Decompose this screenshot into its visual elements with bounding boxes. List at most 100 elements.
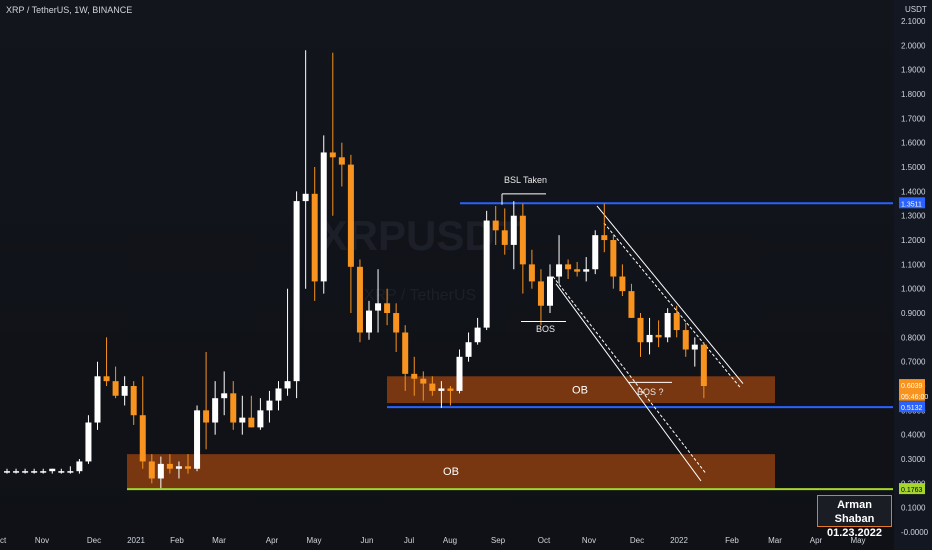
candle[interactable] bbox=[221, 371, 228, 416]
candle[interactable] bbox=[483, 210, 490, 331]
candle[interactable] bbox=[492, 205, 499, 245]
candle[interactable] bbox=[175, 461, 182, 479]
candle[interactable] bbox=[420, 371, 427, 401]
annotation-bsl-taken: BSL Taken bbox=[504, 175, 547, 185]
candle[interactable] bbox=[411, 356, 418, 396]
candle[interactable] bbox=[347, 154, 354, 314]
candle[interactable] bbox=[338, 142, 345, 187]
candle[interactable] bbox=[375, 269, 382, 333]
candle[interactable] bbox=[13, 468, 20, 474]
candle-body bbox=[67, 471, 74, 473]
candle[interactable] bbox=[266, 390, 273, 423]
candle[interactable] bbox=[157, 456, 164, 489]
candle[interactable] bbox=[31, 468, 38, 474]
candle[interactable] bbox=[293, 191, 300, 399]
candle[interactable] bbox=[194, 405, 201, 472]
candle-body bbox=[275, 388, 282, 401]
candle[interactable] bbox=[366, 300, 372, 340]
candle[interactable] bbox=[58, 468, 65, 474]
candle[interactable] bbox=[257, 398, 264, 430]
candle[interactable] bbox=[691, 337, 698, 367]
candle-body bbox=[583, 269, 590, 272]
x-tick-label: May bbox=[306, 536, 321, 545]
y-tick-label: 1.3000 bbox=[901, 212, 926, 221]
candle[interactable] bbox=[393, 303, 400, 352]
candle[interactable] bbox=[456, 349, 463, 394]
signature-date: 01.23.2022 bbox=[826, 527, 883, 539]
candle[interactable] bbox=[311, 167, 318, 301]
candle[interactable] bbox=[429, 376, 436, 396]
candle-body bbox=[402, 332, 409, 374]
candle[interactable] bbox=[402, 325, 409, 391]
price-tag bbox=[899, 389, 925, 401]
candle-body bbox=[384, 303, 391, 314]
candle[interactable] bbox=[139, 376, 146, 469]
candle[interactable] bbox=[49, 468, 56, 474]
y-tick-label: 0.7000 bbox=[901, 358, 926, 367]
candle[interactable] bbox=[356, 259, 363, 343]
candle[interactable] bbox=[537, 269, 544, 326]
y-tick-label: 1.4000 bbox=[901, 187, 926, 196]
candle[interactable] bbox=[94, 361, 101, 430]
candle[interactable] bbox=[203, 351, 210, 450]
candle[interactable] bbox=[601, 203, 608, 253]
candle-body bbox=[103, 376, 110, 382]
candle[interactable] bbox=[22, 468, 29, 474]
candle[interactable] bbox=[212, 381, 219, 435]
candle[interactable] bbox=[465, 332, 472, 362]
candle[interactable] bbox=[320, 135, 327, 294]
candle[interactable] bbox=[619, 264, 626, 296]
candle[interactable] bbox=[302, 50, 309, 289]
candle[interactable] bbox=[556, 235, 563, 284]
candle[interactable] bbox=[248, 395, 255, 428]
candle[interactable] bbox=[528, 249, 535, 289]
candle[interactable] bbox=[565, 259, 572, 279]
candle[interactable] bbox=[67, 466, 74, 474]
candle[interactable] bbox=[284, 288, 291, 396]
candle[interactable] bbox=[583, 257, 590, 282]
candle[interactable] bbox=[474, 317, 481, 345]
candle[interactable] bbox=[329, 52, 336, 216]
candle[interactable] bbox=[682, 322, 689, 357]
price-tag-label: 0.5132 bbox=[901, 405, 923, 412]
x-tick-label: Jul bbox=[404, 536, 414, 545]
candle[interactable] bbox=[112, 366, 119, 399]
candle[interactable] bbox=[148, 454, 155, 484]
candle[interactable] bbox=[510, 201, 517, 270]
candle[interactable] bbox=[628, 283, 635, 318]
price-tag-label: 05:46:00 bbox=[901, 394, 928, 401]
y-axis[interactable]: USDT 2.1000 2.0000 1.9000 1.8000 1.7000 1.6000… bbox=[894, 0, 932, 550]
candle[interactable] bbox=[76, 459, 83, 474]
candle[interactable] bbox=[664, 308, 671, 343]
candle[interactable] bbox=[85, 415, 92, 464]
candle[interactable] bbox=[447, 386, 454, 406]
y-tick-label: 1.9000 bbox=[901, 66, 926, 75]
candle[interactable] bbox=[610, 235, 617, 289]
candle[interactable] bbox=[4, 468, 10, 474]
candle[interactable] bbox=[519, 203, 526, 294]
candle[interactable] bbox=[230, 381, 237, 430]
candle[interactable] bbox=[103, 337, 110, 387]
candle[interactable] bbox=[655, 320, 662, 348]
x-tick-label: 2021 bbox=[127, 536, 145, 545]
candle[interactable] bbox=[166, 454, 173, 474]
candle[interactable] bbox=[592, 230, 599, 275]
x-axis[interactable]: Oct Nov Dec 2021 Feb Mar Apr May Jun Jul Aug Sep Oct… bbox=[0, 536, 866, 545]
candle[interactable] bbox=[185, 454, 191, 474]
candle[interactable] bbox=[130, 381, 137, 425]
y-axis-background bbox=[894, 0, 932, 550]
candle[interactable] bbox=[384, 288, 391, 326]
candle[interactable] bbox=[574, 261, 581, 277]
candle[interactable] bbox=[673, 305, 680, 338]
candle[interactable] bbox=[637, 313, 644, 357]
candle[interactable] bbox=[438, 381, 445, 408]
candle[interactable] bbox=[547, 264, 553, 314]
candle[interactable] bbox=[646, 317, 653, 355]
candle[interactable] bbox=[700, 342, 707, 399]
candle[interactable] bbox=[239, 395, 246, 435]
candle[interactable] bbox=[40, 468, 47, 474]
candle[interactable] bbox=[275, 381, 282, 411]
candle[interactable] bbox=[501, 208, 508, 255]
candle[interactable] bbox=[121, 376, 128, 406]
